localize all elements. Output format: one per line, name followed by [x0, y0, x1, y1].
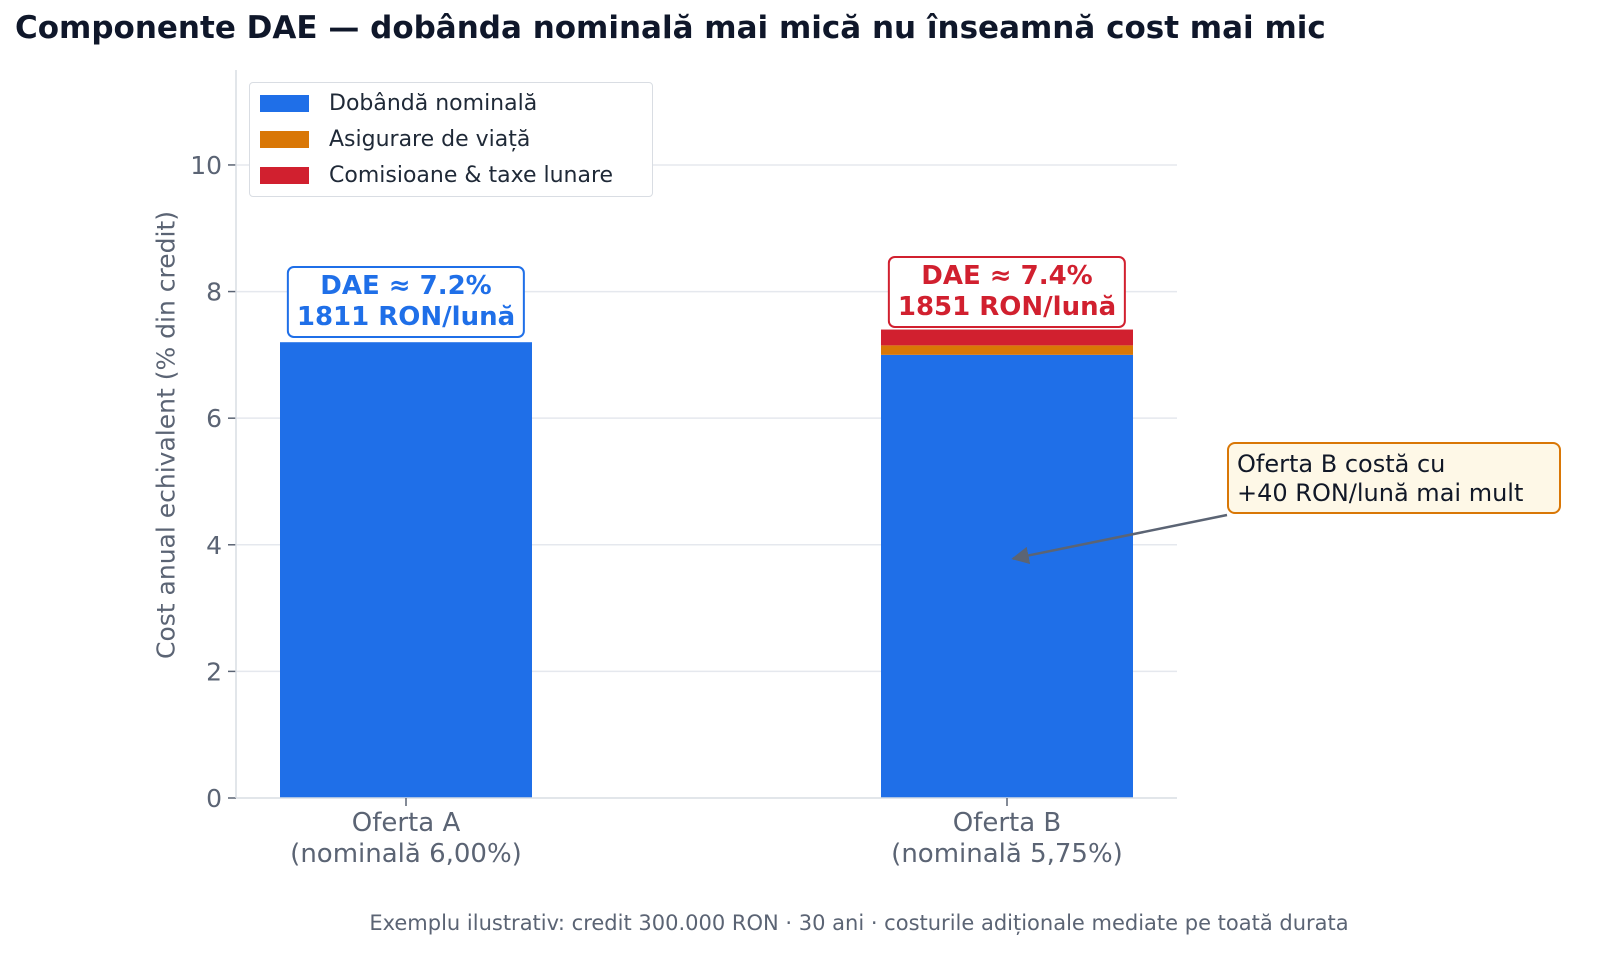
dae-label-oferta-b: DAE ≈ 7.4% 1851 RON/lună [887, 256, 1127, 328]
y-tick-label-8: 8 [206, 278, 222, 307]
legend-label-comisioane: Comisioane & taxe lunare [329, 162, 614, 188]
y-tick-label-10: 10 [190, 151, 222, 180]
y-tick-label-4: 4 [206, 531, 222, 560]
x-tick-oferta-a-detail: (nominală 6,00%) [290, 839, 522, 869]
legend: Dobândă nominală Asigurare de viață Comi… [249, 82, 653, 197]
dae-label-oferta-a: DAE ≈ 7.2% 1811 RON/lună [286, 266, 526, 338]
x-tick-oferta-b-detail: (nominală 5,75%) [891, 839, 1123, 869]
y-tick-label-0: 0 [206, 784, 222, 813]
x-tick-label-oferta-b: Oferta B (nominală 5,75%) [891, 808, 1123, 870]
legend-swatch-comisioane [260, 166, 309, 184]
difference-callout: Oferta B costă cu +40 RON/lună mai mult [1227, 442, 1561, 514]
chart-footnote: Exemplu ilustrativ: credit 300.000 RON ·… [369, 911, 1349, 935]
legend-label-dobanda: Dobândă nominală [329, 90, 538, 116]
bar-oferta-a-series-0 [280, 342, 532, 798]
x-tick-oferta-a-name: Oferta A [351, 808, 461, 838]
legend-item-asigurare: Asigurare de viață [260, 124, 530, 154]
callout-line-2: +40 RON/lună mai mult [1237, 479, 1524, 507]
bar-oferta-b-series-1 [881, 345, 1133, 355]
callout-line-1: Oferta B costă cu [1237, 450, 1446, 478]
dae-a-monthly: 1811 RON/lună [296, 302, 516, 332]
dae-b-monthly: 1851 RON/lună [897, 292, 1117, 322]
bar-stack-layer [280, 329, 1133, 798]
legend-item-comisioane: Comisioane & taxe lunare [260, 160, 613, 190]
x-tick-oferta-b-name: Oferta B [952, 808, 1062, 838]
legend-swatch-asigurare [260, 130, 309, 148]
x-tick-label-oferta-a: Oferta A (nominală 6,00%) [290, 808, 522, 870]
dae-a-rate: DAE ≈ 7.2% [320, 271, 492, 301]
y-axis-label: Cost anual echivalent (% din credit) [151, 211, 181, 659]
y-tick-label-2: 2 [206, 657, 222, 686]
legend-swatch-dobanda [260, 94, 309, 112]
legend-item-dobanda: Dobândă nominală [260, 88, 537, 118]
dae-b-rate: DAE ≈ 7.4% [921, 261, 1093, 291]
chart-title: Componente DAE — dobânda nominală mai mi… [15, 10, 1326, 46]
axes: 0 2 4 6 8 10 [190, 70, 1177, 813]
bar-oferta-b-series-0 [881, 354, 1133, 798]
callout-arrow [1011, 513, 1228, 565]
bar-oferta-b-series-2 [881, 329, 1133, 346]
y-tick-label-6: 6 [206, 404, 222, 433]
legend-label-asigurare: Asigurare de viață [329, 126, 531, 152]
